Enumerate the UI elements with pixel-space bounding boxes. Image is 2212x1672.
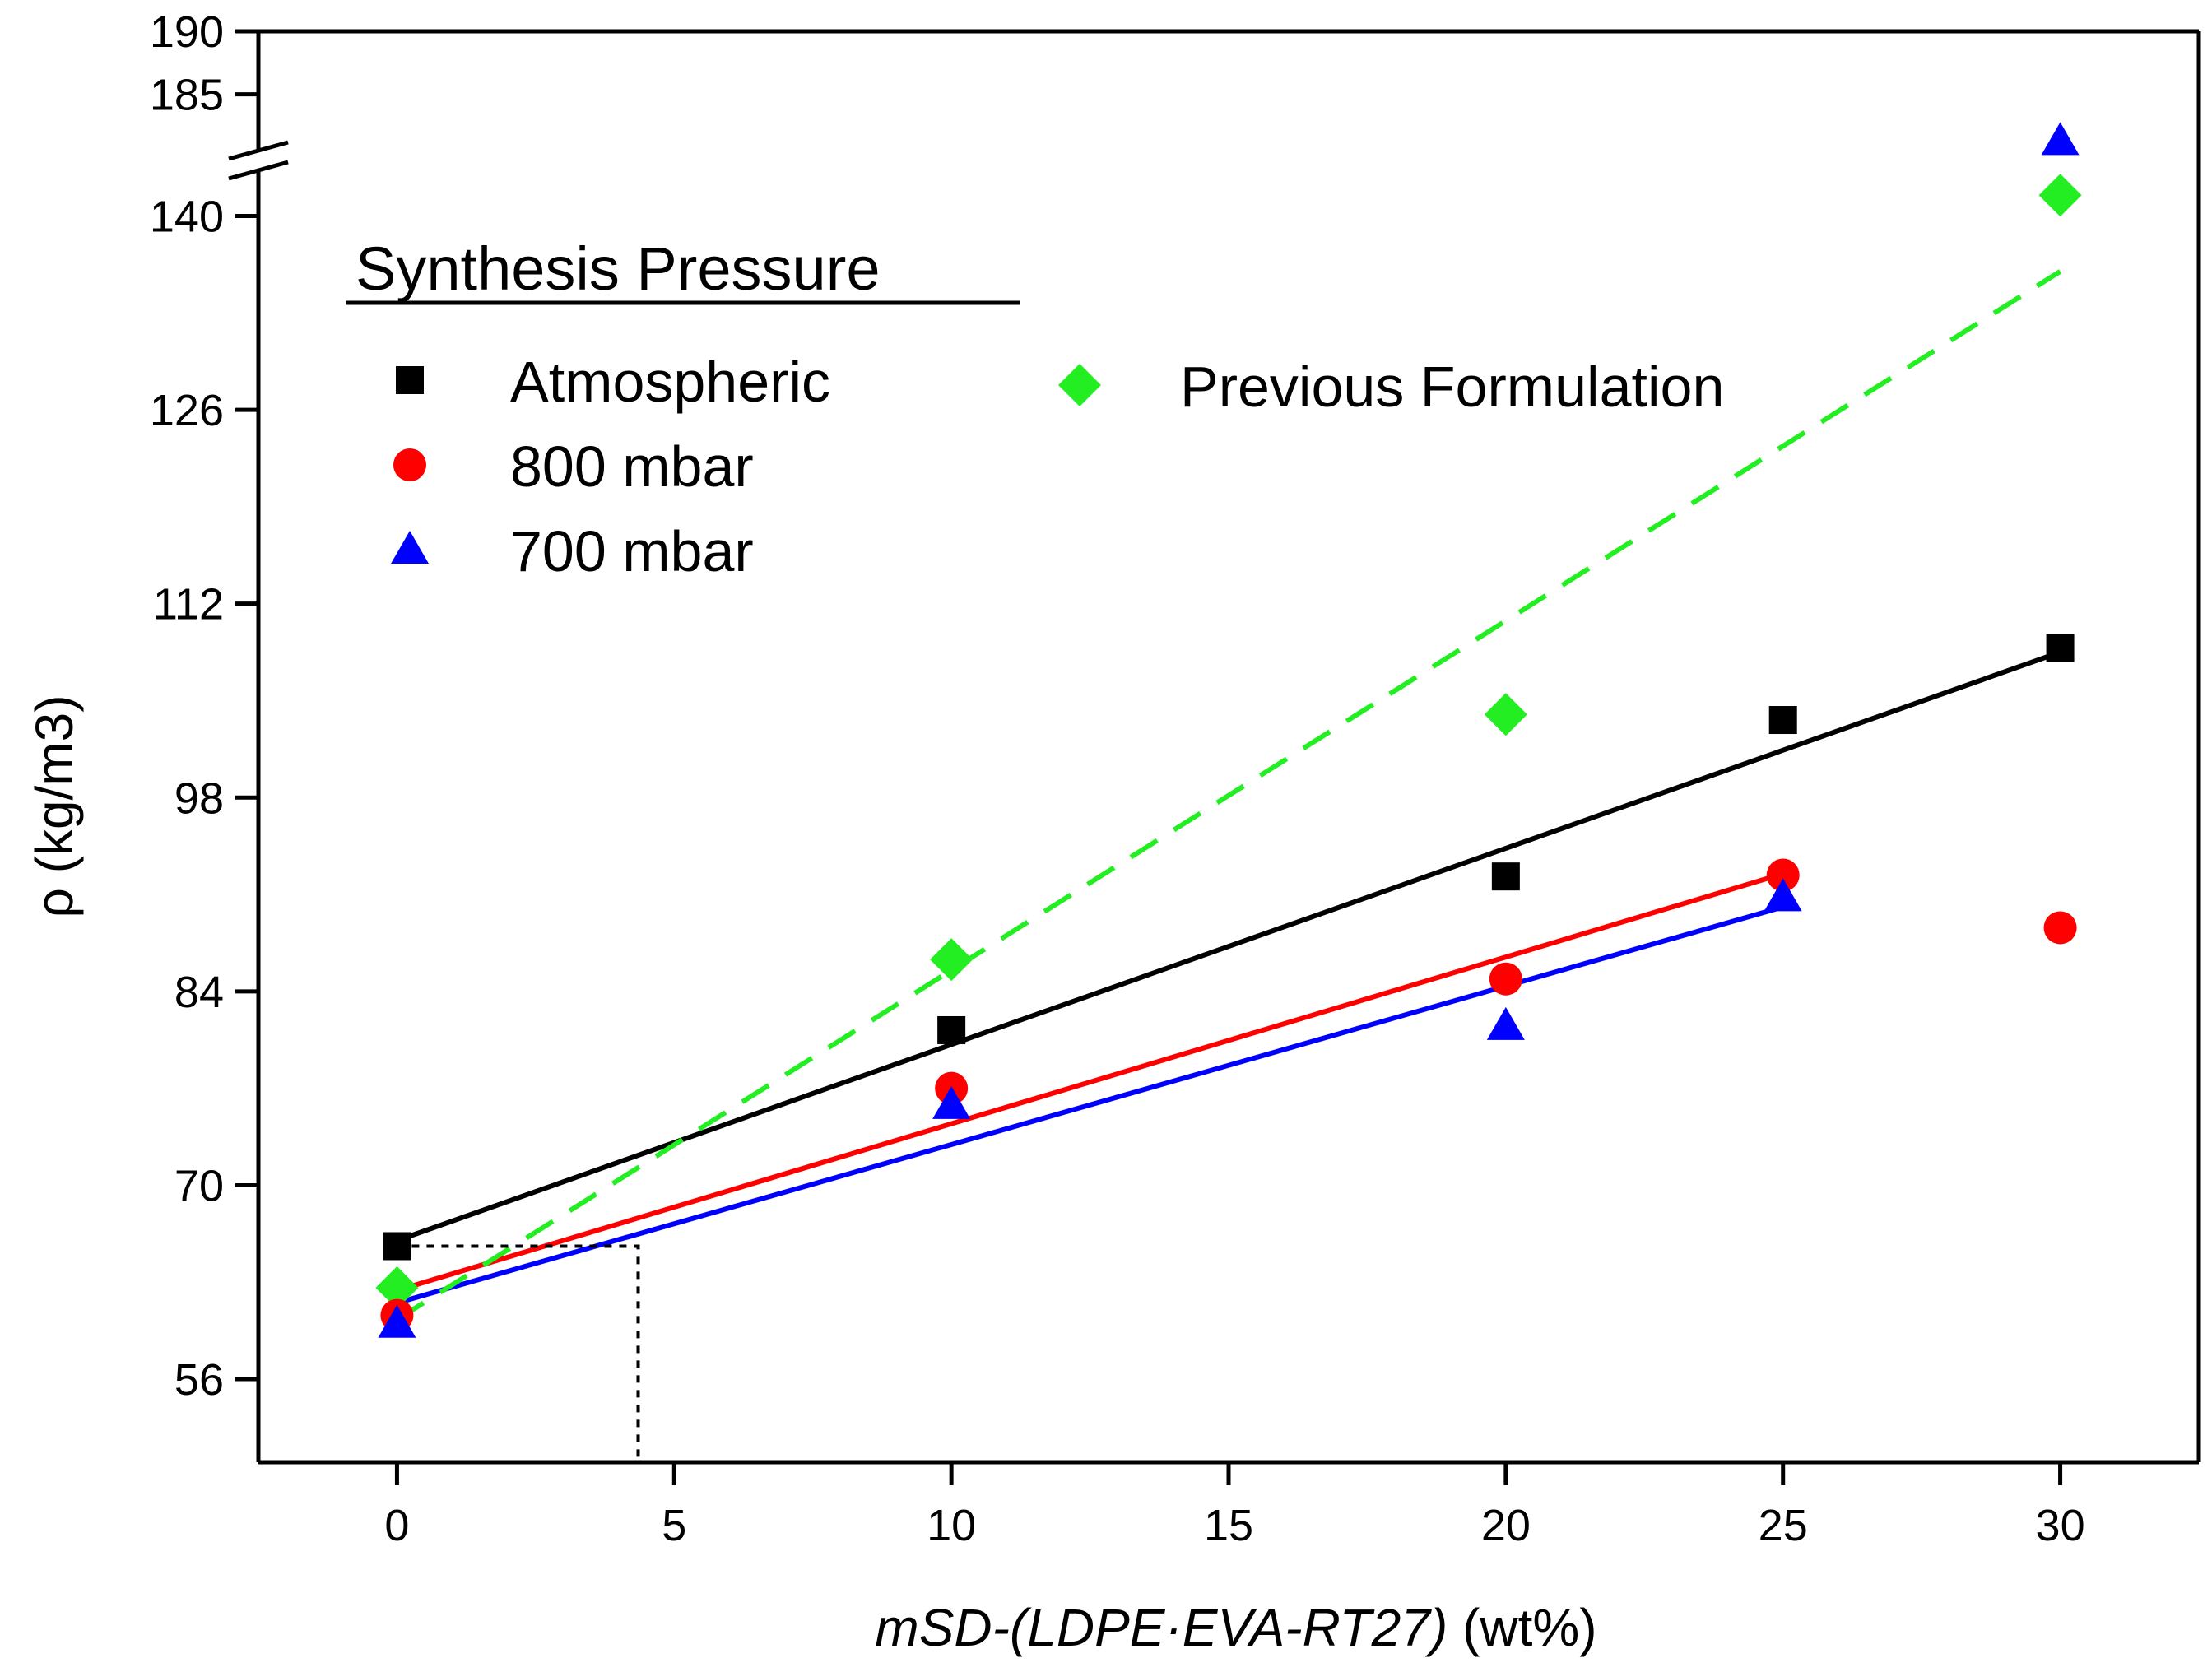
data-point-square [1768,706,1797,735]
y-tick-label: 190 [150,7,224,57]
data-point-square [1491,862,1520,891]
x-tick-label: 10 [927,1501,976,1550]
legend-marker-circle [393,448,426,481]
axis-break-mark [228,160,289,181]
legend-marker-diamond [1058,364,1101,406]
legend-marker-square [396,366,424,394]
x-tick-label: 15 [1204,1501,1253,1550]
fit-line-previous-formulation [395,269,2062,1322]
data-point-circle [1766,858,1800,892]
data-point-triangle [932,1085,971,1119]
axis-break-mark [228,140,289,161]
data-points-group [375,122,2082,1338]
fit-line-700-mbar [396,904,1784,1306]
y-tick-label: 84 [174,968,224,1017]
legend-label: 800 mbar [510,434,754,499]
data-point-triangle [2041,122,2080,156]
data-point-circle [2043,911,2077,945]
x-tick-label: 5 [662,1501,686,1550]
x-tick-label: 20 [1481,1501,1531,1550]
legend-marker-triangle [391,531,429,564]
data-point-square [937,1015,966,1044]
dotted-guide-line [397,1244,640,1462]
data-point-square [383,1232,411,1261]
x-axis-title-space [1448,1598,1462,1657]
fit-line-atmospheric [396,649,2061,1243]
x-axis-title-unit: (wt%) [1462,1598,1597,1657]
data-point-diamond [1484,693,1527,736]
legend-label: Previous Formulation [1180,355,1724,419]
legend-title: Synthesis Pressure [356,235,881,303]
legend-group: Synthesis Pressure Atmospheric 800 mbar 700… [346,235,1724,583]
x-tick-label: 25 [1759,1501,1808,1550]
y-tick-label: 140 [150,192,224,241]
data-point-triangle [1486,1006,1525,1040]
x-axis-title-main: mSD-(LDPE·EVA-RT27) [875,1598,1448,1657]
legend-label: Atmospheric [510,350,830,414]
data-point-diamond [2038,174,2082,217]
x-tick-label: 0 [384,1501,409,1550]
y-tick-label: 126 [150,386,224,435]
data-point-diamond [375,1266,419,1309]
data-point-triangle [1764,878,1802,912]
y-tick-label: 185 [150,71,224,120]
y-tick-label: 98 [174,773,224,823]
y-tick-label: 112 [153,580,224,629]
x-axis-title: mSD-(LDPE·EVA-RT27) (wt%) [875,1598,1596,1657]
x-tick-label: 30 [2036,1501,2085,1550]
y-tick-label: 70 [174,1161,224,1210]
legend-label: 700 mbar [510,519,754,583]
y-axis-title: ρ (kg/m3) [25,694,84,917]
ticks-group: 0 5 10 15 20 25 30 56 70 84 98 112 126 140 185 190 [150,7,2085,1550]
data-point-diamond [930,938,974,982]
data-point-triangle [378,1304,416,1338]
fit-line-800-mbar [396,871,1784,1293]
data-point-square [2046,634,2075,662]
guide-lines-group [397,1244,640,1462]
fit-lines-group [395,269,2062,1322]
y-tick-label: 56 [174,1355,224,1405]
data-point-circle [1489,962,1522,996]
